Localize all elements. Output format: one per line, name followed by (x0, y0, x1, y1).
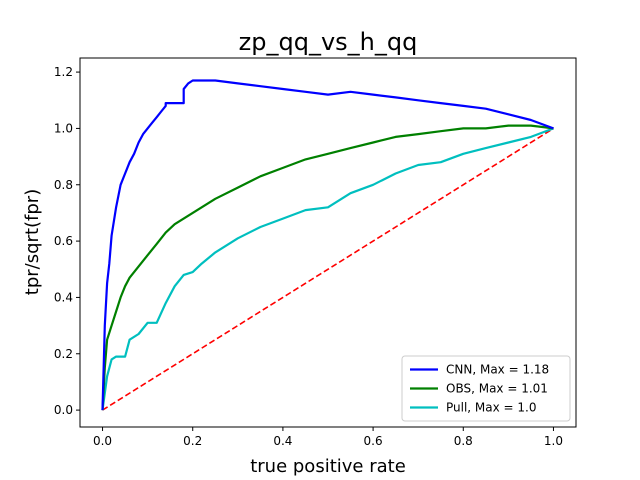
y-tick-label: 0.8 (54, 178, 73, 192)
y-tick-label: 0.2 (54, 347, 73, 361)
legend-label: OBS, Max = 1.01 (446, 382, 548, 396)
plot-frame (79, 57, 577, 428)
y-tick-label: 1.0 (54, 121, 73, 135)
y-tick-label: 0.4 (54, 290, 73, 304)
x-tick-label: 0.2 (183, 434, 202, 448)
y-axis-ticks: 0.0 0.2 0.4 0.6 0.8 1.0 1.2 (54, 65, 80, 417)
series-line (101, 79, 554, 411)
x-tick-label: 0.6 (364, 434, 383, 448)
y-tick-label: 0.0 (54, 403, 73, 417)
x-axis-label: true positive rate (250, 456, 406, 477)
x-tick-label: 0.8 (454, 434, 473, 448)
y-axis-label: tpr/sqrt(fpr) (22, 189, 43, 295)
legend-label: CNN, Max = 1.18 (446, 363, 549, 377)
x-tick-label: 1.0 (544, 434, 563, 448)
y-tick-label: 1.2 (54, 65, 73, 79)
y-tick-label: 0.6 (54, 234, 73, 248)
series-line (101, 127, 554, 411)
reference-diagonal-line (102, 127, 554, 411)
legend-label: Pull, Max = 1.0 (446, 401, 537, 415)
series-line (101, 124, 554, 411)
legend: CNN, Max = 1.18 OBS, Max = 1.01 Pull, Max … (401, 355, 571, 422)
legend-box (401, 355, 571, 422)
x-tick-label: 0.4 (273, 434, 292, 448)
x-tick-label: 0.0 (93, 434, 112, 448)
chart-title: zp_qq_vs_h_qq (239, 28, 418, 56)
x-axis-ticks: 0.0 0.2 0.4 0.6 0.8 1.0 (93, 427, 563, 448)
series-layer (101, 79, 554, 411)
